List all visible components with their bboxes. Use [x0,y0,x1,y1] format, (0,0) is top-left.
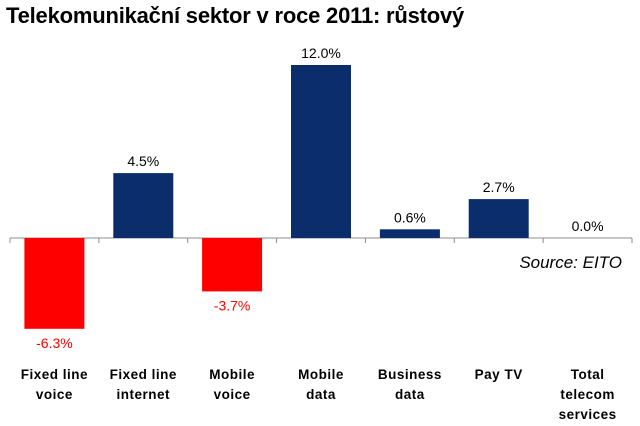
bar [291,65,351,238]
data-label: 0.0% [572,218,604,234]
category-label: Business data [377,367,442,402]
data-label: 4.5% [127,153,159,169]
data-label: 2.7% [483,179,515,195]
bar [468,199,529,238]
data-label: -3.7% [214,297,251,313]
bar [202,238,263,292]
bar [113,173,174,238]
category-label: Pay TV [474,367,523,382]
category-label: Fixed line voice [20,367,89,402]
data-label: 12.0% [301,45,341,61]
bar [379,229,440,238]
source-annotation: Source: EITO [519,253,622,272]
category-label: Total telecom services [558,367,617,422]
data-label: 0.6% [394,209,426,225]
category-label: Fixed line internet [109,367,177,402]
category-label: Mobile data [298,367,344,402]
bar [24,238,85,329]
data-label: -6.3% [36,335,73,351]
category-label: Mobile voice [209,367,255,402]
chart-title: Telekomunikační sektor v roce 2011: růst… [6,3,465,28]
